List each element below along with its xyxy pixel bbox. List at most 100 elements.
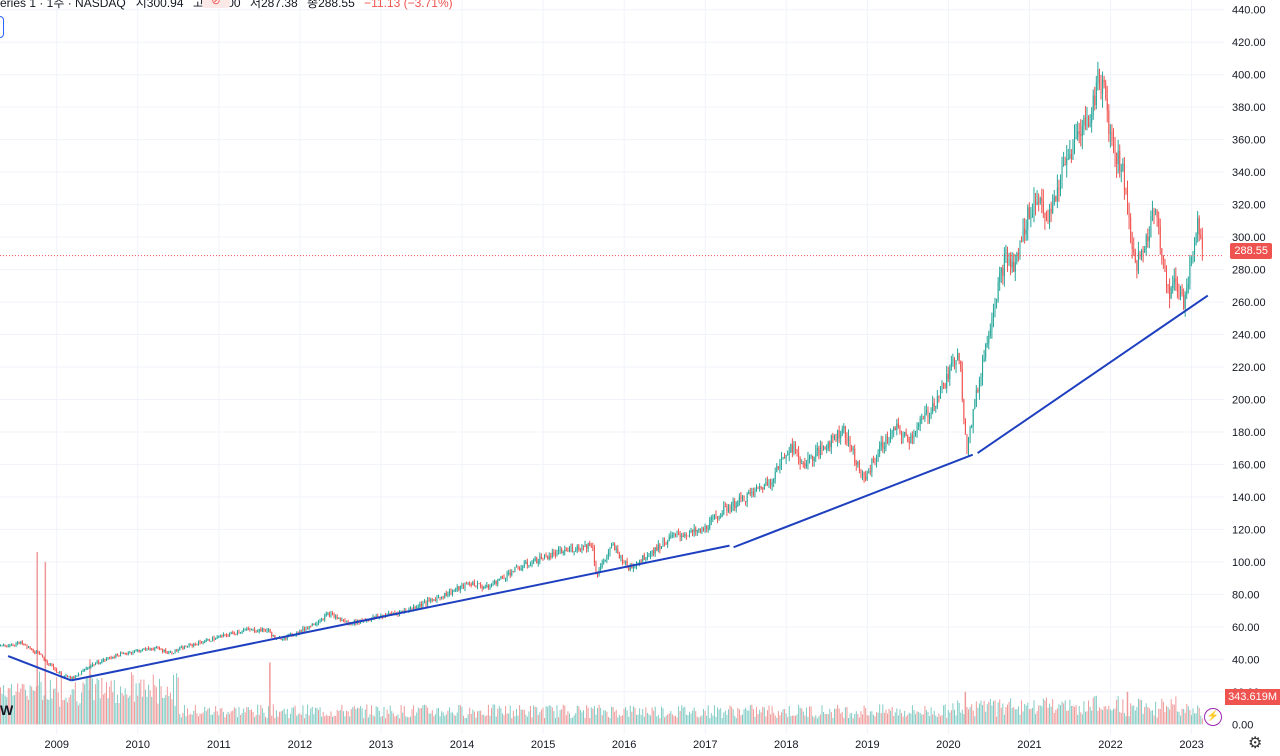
candle-body bbox=[336, 616, 338, 619]
volume-bar bbox=[1055, 709, 1057, 725]
candle-body bbox=[21, 641, 23, 644]
candle-body bbox=[53, 665, 55, 669]
candle-body bbox=[68, 676, 70, 678]
volume-bar bbox=[936, 717, 938, 725]
volume-bar bbox=[1130, 703, 1132, 725]
volume-bar bbox=[657, 714, 659, 725]
candle-body bbox=[0, 645, 1, 647]
candle-body bbox=[1084, 117, 1086, 126]
volume-bar bbox=[424, 704, 426, 725]
candle-body bbox=[810, 455, 812, 457]
gear-icon[interactable]: ⚙ bbox=[1248, 735, 1263, 752]
volume-bar bbox=[634, 707, 636, 725]
candle-body bbox=[263, 628, 265, 631]
y-tick-label: 280.00 bbox=[1232, 265, 1266, 277]
volume-bar bbox=[462, 715, 464, 725]
candle-body bbox=[939, 390, 941, 398]
candle-body bbox=[561, 549, 563, 554]
volume-bar bbox=[356, 707, 358, 725]
candle-body bbox=[523, 563, 525, 567]
volume-bar bbox=[770, 714, 772, 725]
volume-bar bbox=[430, 713, 432, 725]
candle-body bbox=[519, 568, 521, 570]
candle-body bbox=[403, 610, 405, 612]
volume-bar bbox=[710, 713, 712, 725]
candle-body bbox=[587, 543, 589, 549]
volume-bar bbox=[4, 695, 6, 725]
volume-bar bbox=[478, 710, 480, 725]
candle-body bbox=[550, 556, 552, 558]
volume-bar bbox=[395, 715, 397, 725]
candle-body bbox=[612, 544, 614, 546]
bolt-icon[interactable]: ⚡ bbox=[1204, 708, 1222, 726]
candle-body bbox=[751, 491, 753, 493]
volume-bar bbox=[204, 706, 206, 725]
candle-body bbox=[250, 629, 252, 631]
candle-body bbox=[1075, 137, 1077, 139]
candle-body bbox=[653, 550, 655, 554]
volume-bar bbox=[969, 707, 971, 725]
volume-bar bbox=[525, 714, 527, 725]
volume-bar bbox=[955, 715, 957, 725]
candle-body bbox=[185, 646, 187, 648]
volume-bar bbox=[352, 707, 354, 725]
candle-body bbox=[1114, 149, 1116, 154]
candle-body bbox=[1164, 259, 1166, 272]
volume-bar bbox=[475, 717, 477, 725]
candle-body bbox=[757, 487, 759, 489]
volume-bar bbox=[603, 710, 605, 725]
volume-bar bbox=[706, 715, 708, 725]
symbol-title[interactable]: eries 1 · 1주 · NASDAQ bbox=[0, 0, 126, 10]
volume-bar bbox=[1173, 704, 1175, 725]
volume-bar bbox=[391, 711, 393, 725]
volume-bar bbox=[1064, 700, 1066, 725]
volume-bar bbox=[561, 709, 563, 725]
volume-bar bbox=[441, 711, 443, 725]
ohlc-values: 시300.94 고304.00 저287.38 종288.55 −11.13 (… bbox=[136, 0, 459, 11]
volume-bar bbox=[310, 708, 312, 725]
candle-body bbox=[539, 556, 541, 562]
candle-body bbox=[583, 545, 585, 547]
volume-bar bbox=[712, 715, 714, 725]
volume-bar bbox=[646, 712, 648, 725]
volume-bar bbox=[53, 689, 55, 725]
candle-body bbox=[876, 456, 878, 462]
volume-bar bbox=[283, 708, 285, 725]
volume-bar bbox=[113, 680, 115, 725]
candle-body bbox=[682, 535, 684, 537]
volume-bar bbox=[656, 716, 658, 725]
candle-body bbox=[584, 544, 586, 547]
candle-body bbox=[118, 655, 120, 657]
volume-bar bbox=[522, 709, 524, 725]
candle-body bbox=[81, 671, 83, 675]
candle-body bbox=[754, 488, 756, 495]
volume-bar bbox=[59, 706, 61, 725]
volume-bar bbox=[724, 710, 726, 725]
volume-bar bbox=[756, 706, 758, 725]
candle-body bbox=[344, 620, 346, 623]
candle-body bbox=[199, 641, 201, 643]
y-tick-label: 60.00 bbox=[1232, 622, 1260, 634]
collapse-legend-button[interactable] bbox=[0, 16, 4, 38]
candle-body bbox=[283, 638, 285, 640]
volume-bar bbox=[684, 706, 686, 725]
candle-body bbox=[558, 549, 560, 552]
volume-bar bbox=[654, 706, 656, 725]
volume-bar bbox=[134, 701, 136, 725]
volume-bar bbox=[427, 707, 429, 725]
candle-body bbox=[1077, 131, 1079, 138]
eye-icon[interactable]: ⊘ bbox=[202, 0, 230, 8]
candle-body bbox=[921, 418, 923, 420]
volume-bar bbox=[999, 699, 1001, 725]
candle-body bbox=[74, 676, 76, 678]
candle-body bbox=[1145, 235, 1147, 250]
volume-bar bbox=[275, 710, 277, 725]
candle-body bbox=[411, 607, 413, 609]
volume-bar bbox=[723, 712, 725, 725]
volume-bar bbox=[523, 709, 525, 725]
candle-body bbox=[96, 661, 98, 664]
volume-bar bbox=[408, 717, 410, 725]
candle-body bbox=[1153, 210, 1155, 212]
candle-body bbox=[559, 549, 561, 551]
